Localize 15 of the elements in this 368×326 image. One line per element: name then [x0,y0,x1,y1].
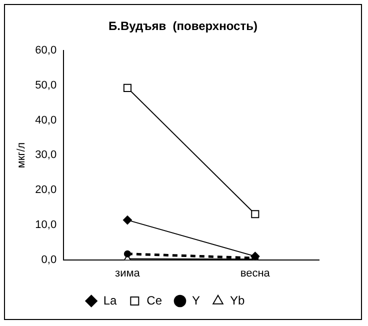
y-tick-label: 50,0 [35,80,57,92]
y-tick-label: 30,0 [35,149,57,162]
x-tick-label: зима [115,267,141,280]
legend-label: Ce [146,293,162,308]
y-tick-label: 40,0 [35,114,57,126]
y-tick-label: 10,0 [35,218,57,231]
y-tick-label: 60,0 [35,44,57,57]
legend-label: Y [192,293,200,308]
x-tick-label: весна [240,267,271,280]
y-tick-label: 0,0 [41,254,57,266]
legend-label: La [103,293,117,308]
legend-label: Yb [230,293,246,308]
y-tick-label: 20,0 [35,184,57,196]
y-axis-title: мкг/л [16,142,28,168]
chart-title: Б.Вудъяв (поверхность) [108,19,258,33]
